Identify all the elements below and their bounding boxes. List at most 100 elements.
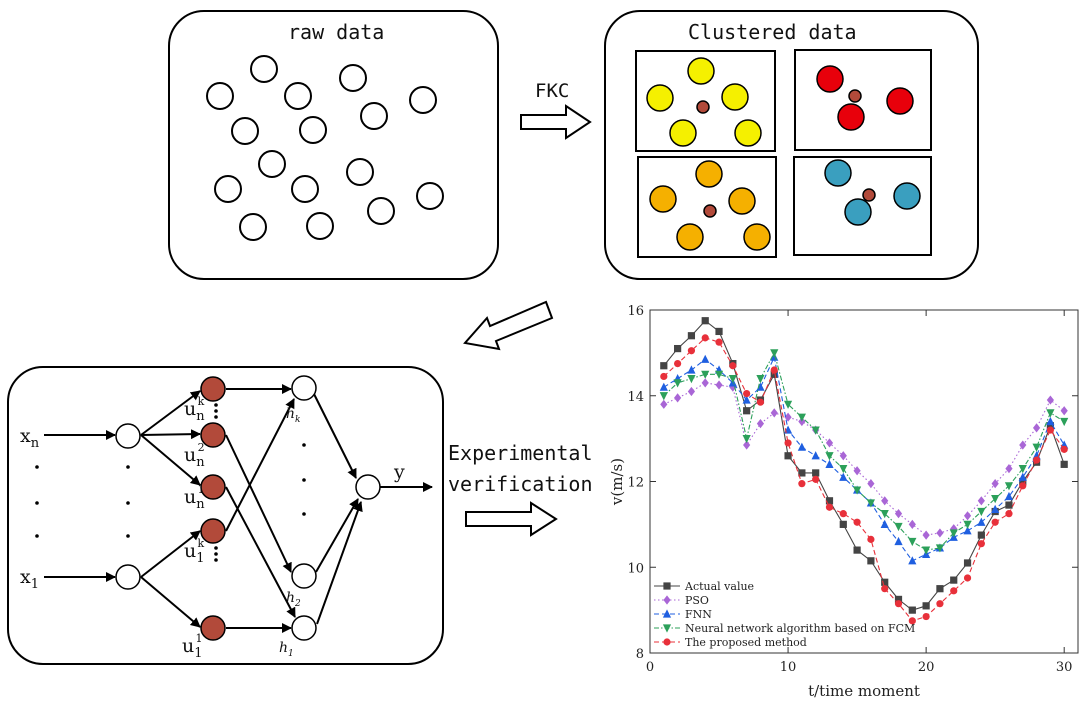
data-point xyxy=(908,617,916,625)
data-point xyxy=(742,395,751,404)
y-axis-label: v(m/s) xyxy=(608,458,626,506)
orange-point xyxy=(743,223,771,251)
data-point xyxy=(1046,422,1054,430)
data-point xyxy=(673,379,682,388)
data-point xyxy=(881,585,889,593)
data-point xyxy=(797,413,806,422)
data-point xyxy=(839,520,847,528)
data-point xyxy=(894,600,903,608)
data-point xyxy=(756,398,765,406)
data-point xyxy=(1060,417,1069,427)
legend-entry: FNN xyxy=(685,608,712,621)
input-node xyxy=(115,564,141,590)
data-point xyxy=(687,332,696,340)
membership-node xyxy=(200,422,226,448)
network-nodes xyxy=(115,375,381,641)
raw-point xyxy=(231,117,259,145)
yellow-point xyxy=(734,119,762,147)
data-point xyxy=(660,372,668,381)
cluster-box-orange xyxy=(637,156,777,258)
data-point xyxy=(1019,440,1027,450)
legend-entry: PSO xyxy=(685,594,709,607)
input-top-label: xn xyxy=(20,425,40,451)
data-point xyxy=(825,438,834,448)
fkc-arrow xyxy=(520,104,592,140)
data-point xyxy=(825,452,834,461)
speed-chart: 0 10 20 30 8 10 12 14 16 t/time moment v(m/s) Actua… xyxy=(608,304,1079,700)
data-point xyxy=(963,574,972,582)
data-point xyxy=(770,366,778,374)
raw-data-panel xyxy=(168,10,499,280)
data-point xyxy=(798,480,806,488)
data-point xyxy=(1060,406,1068,416)
data-point xyxy=(659,382,668,391)
yellow-point xyxy=(669,119,697,147)
data-point xyxy=(701,354,710,363)
data-point xyxy=(894,536,903,546)
cluster-box-yellow xyxy=(635,50,776,152)
data-point xyxy=(756,375,765,384)
data-point xyxy=(825,503,834,511)
data-point xyxy=(991,495,1000,504)
legend-entry: Neural network algorithm based on FCM xyxy=(685,622,915,635)
data-point xyxy=(674,359,682,368)
data-point xyxy=(701,317,709,325)
input-node xyxy=(115,423,141,449)
x-tick-label: 30 xyxy=(1056,660,1073,675)
hidden-node xyxy=(291,375,317,401)
data-point xyxy=(728,375,737,384)
data-point xyxy=(963,526,972,535)
data-point xyxy=(798,469,806,477)
u-label: unk xyxy=(184,395,205,424)
data-point xyxy=(811,426,820,435)
raw-point xyxy=(416,182,444,210)
data-point xyxy=(715,338,723,346)
data-point xyxy=(714,370,724,379)
raw-point xyxy=(360,102,388,130)
data-point xyxy=(922,612,930,621)
series-line xyxy=(663,351,1065,551)
series-line xyxy=(663,337,1065,622)
data-point xyxy=(770,370,778,378)
plot-frame xyxy=(649,309,1079,654)
series-neural-network-algorithm-based-on-fcm xyxy=(659,349,1069,555)
membership-node xyxy=(200,518,226,544)
cluster-box-teal xyxy=(793,156,932,256)
data-point xyxy=(894,522,903,532)
data-point xyxy=(839,465,848,474)
data-point xyxy=(701,370,710,379)
data-point xyxy=(756,419,765,429)
data-point xyxy=(908,537,917,547)
cluster-boxes xyxy=(635,49,932,258)
data-point xyxy=(812,475,820,483)
data-point xyxy=(811,451,820,460)
raw-point xyxy=(299,116,327,144)
data-point xyxy=(701,378,709,388)
data-point xyxy=(908,556,917,565)
data-point xyxy=(853,466,861,476)
yellow-point xyxy=(646,84,674,112)
data-point xyxy=(825,497,834,505)
teal-center xyxy=(862,188,876,202)
membership-node xyxy=(200,474,226,500)
x-tick-label: 20 xyxy=(918,660,935,675)
data-point xyxy=(908,519,916,529)
data-point xyxy=(663,638,671,646)
data-point xyxy=(922,602,930,610)
series-line xyxy=(663,319,1065,611)
raw-point xyxy=(214,175,242,203)
data-point xyxy=(908,606,916,614)
y-tick-label: 12 xyxy=(627,476,644,491)
h-label: h1 xyxy=(279,640,294,659)
data-point xyxy=(784,452,792,460)
data-point xyxy=(729,362,737,370)
data-point xyxy=(743,440,751,450)
u-label: u1k xyxy=(184,537,205,566)
orange-point xyxy=(728,187,756,215)
h-label: h2 xyxy=(286,590,301,609)
data-point xyxy=(867,557,875,565)
teal-point xyxy=(893,182,921,210)
data-point xyxy=(880,519,889,528)
